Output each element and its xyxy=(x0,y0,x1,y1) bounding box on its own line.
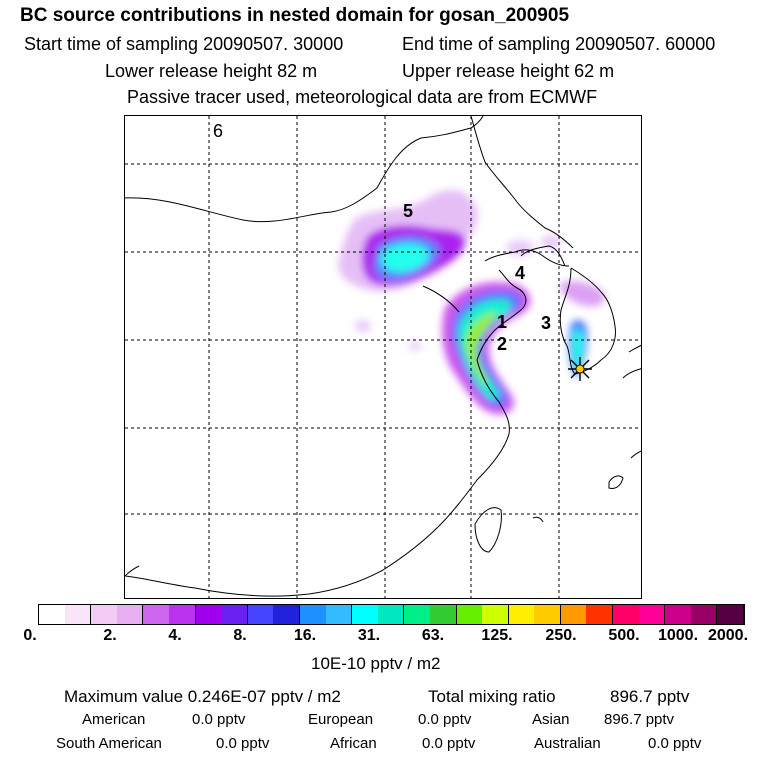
region-label-1: 1 xyxy=(497,312,508,332)
colorbar-tick-label: 31. xyxy=(357,627,381,644)
colorbar-segment xyxy=(613,605,639,624)
lat-lon-grid xyxy=(125,116,641,598)
colorbar-tick-label: 0. xyxy=(23,627,37,644)
colorbar-tick-label: 16. xyxy=(293,627,317,644)
colorbar-segment xyxy=(377,605,405,624)
colorbar-segment xyxy=(352,605,378,624)
african-value: 0.0 pptv xyxy=(422,735,476,752)
receptor-star-icon xyxy=(568,357,592,381)
colorbar-segment xyxy=(560,605,587,624)
upper-release-label: Upper release height 62 m xyxy=(402,61,615,81)
end-time-label: End time of sampling 20090507. 60000 xyxy=(402,34,716,54)
lower-release-label: Lower release height 82 m xyxy=(105,61,318,81)
colorbar-segment xyxy=(586,605,614,624)
map-panel: 6 5 4 1 2 3 xyxy=(124,115,642,599)
colorbar-segment xyxy=(91,605,117,624)
plot-title: BC source contributions in nested domain… xyxy=(20,5,570,26)
concentration-plume xyxy=(338,189,606,415)
tracer-note: Passive tracer used, meteorological data… xyxy=(127,87,598,107)
colorbar-segment xyxy=(195,605,222,624)
colorbar-segment xyxy=(273,605,300,624)
total-mixing-value: 896.7 pptv xyxy=(610,687,690,706)
colorbar-segment xyxy=(717,605,745,624)
colorbar-tick-label: 500. xyxy=(608,627,640,644)
colorbar-segment xyxy=(456,605,483,624)
region-label-5: 5 xyxy=(403,201,414,221)
australian-label: Australian xyxy=(534,735,601,752)
colorbar-segment xyxy=(404,605,430,624)
region-label-6: 6 xyxy=(213,121,224,141)
australian-value: 0.0 pptv xyxy=(648,735,702,752)
colorbar-segment xyxy=(482,605,509,624)
european-label: European xyxy=(308,711,374,728)
max-value-label: Maximum value 0.246E-07 pptv / m2 xyxy=(64,687,341,706)
colorbar-tick-label: 4. xyxy=(168,627,182,644)
colorbar-segment xyxy=(39,605,65,624)
region-label-4: 4 xyxy=(515,263,526,283)
colorbar-unit-label: 10E-10 pptv / m2 xyxy=(311,654,441,673)
colorbar-tick-label: 250. xyxy=(545,627,577,644)
african-label: African xyxy=(330,735,377,752)
european-value: 0.0 pptv xyxy=(418,711,472,728)
colorbar-segment xyxy=(508,605,535,624)
american-label: American xyxy=(82,711,146,728)
colorbar-segment xyxy=(143,605,169,624)
american-value: 0.0 pptv xyxy=(192,711,246,728)
coastlines xyxy=(125,116,641,597)
south-american-value: 0.0 pptv xyxy=(216,735,270,752)
colorbar-tick-label: 2000. xyxy=(707,627,749,644)
colorbar-segment xyxy=(247,605,274,624)
colorbar-segment xyxy=(638,605,666,624)
colorbar-segment xyxy=(299,605,326,624)
colorbar-segment xyxy=(534,605,561,624)
start-time-label: Start time of sampling 20090507. 30000 xyxy=(24,34,344,54)
colorbar-tick-label: 8. xyxy=(233,627,247,644)
region-label-3: 3 xyxy=(541,313,552,333)
colorbar-segment xyxy=(325,605,353,624)
colorbar-segment xyxy=(116,605,144,624)
south-american-label: South American xyxy=(56,735,162,752)
colorbar-tick-label: 63. xyxy=(421,627,445,644)
asian-label: Asian xyxy=(532,711,570,728)
colorbar-segment xyxy=(690,605,718,624)
colorbar-segment xyxy=(429,605,457,624)
colorbar xyxy=(38,604,745,625)
map-canvas xyxy=(125,116,641,598)
colorbar-tick-label: 125. xyxy=(481,627,513,644)
colorbar-segment xyxy=(221,605,248,624)
colorbar-segment xyxy=(665,605,691,624)
total-mixing-label: Total mixing ratio xyxy=(428,687,556,706)
colorbar-segment xyxy=(64,605,92,624)
asian-value: 896.7 pptv xyxy=(604,711,675,728)
colorbar-tick-label: 1000. xyxy=(657,627,699,644)
colorbar-tick-label: 2. xyxy=(103,627,117,644)
region-label-2: 2 xyxy=(497,334,508,354)
colorbar-segment xyxy=(168,605,196,624)
